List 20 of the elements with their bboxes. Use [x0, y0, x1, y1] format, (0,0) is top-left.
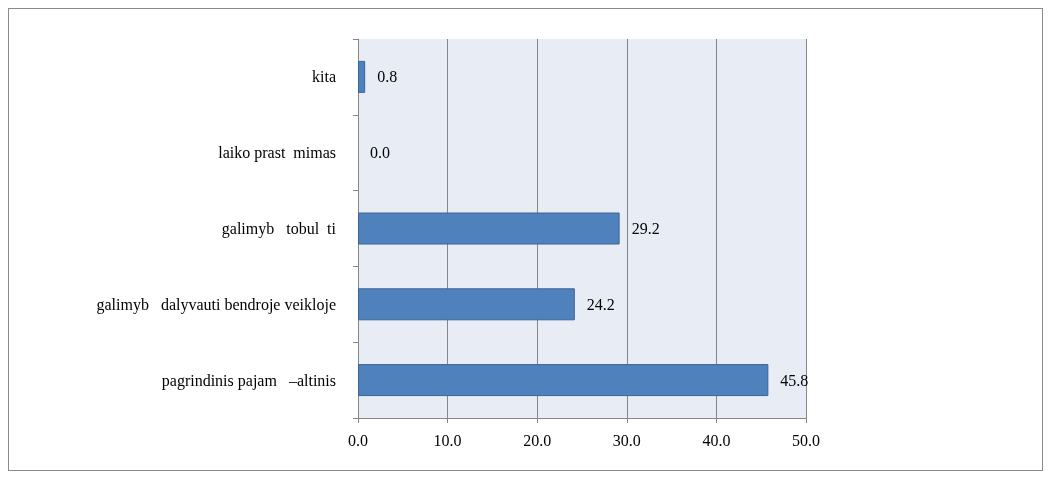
x-tick-label: 30.0 — [612, 431, 641, 449]
data-label: 0.0 — [370, 144, 390, 162]
y-tick-label: galimyb dalyvauti bendroje veikloje — [96, 295, 336, 314]
bar — [358, 288, 575, 321]
x-tick-label: 50.0 — [792, 431, 820, 449]
y-tick-label: kita — [312, 68, 336, 86]
data-label: 24.2 — [586, 295, 615, 313]
y-tick-label: galimyb tobul ti — [221, 220, 337, 238]
x-tick-label: 0.0 — [348, 431, 368, 449]
y-tick-label: laiko prast mimas — [218, 144, 336, 163]
x-tick-label: 40.0 — [702, 431, 731, 449]
x-tick-label: 10.0 — [433, 431, 462, 449]
bar — [358, 60, 366, 93]
y-tick-label: pagrindinis pajam –altinis — [161, 371, 336, 390]
data-label: 45.8 — [780, 371, 809, 389]
bar — [358, 364, 769, 397]
x-tick-label: 20.0 — [523, 431, 552, 449]
data-label: 29.2 — [631, 220, 660, 237]
bar — [358, 212, 620, 245]
data-label: 0.8 — [377, 68, 398, 86]
